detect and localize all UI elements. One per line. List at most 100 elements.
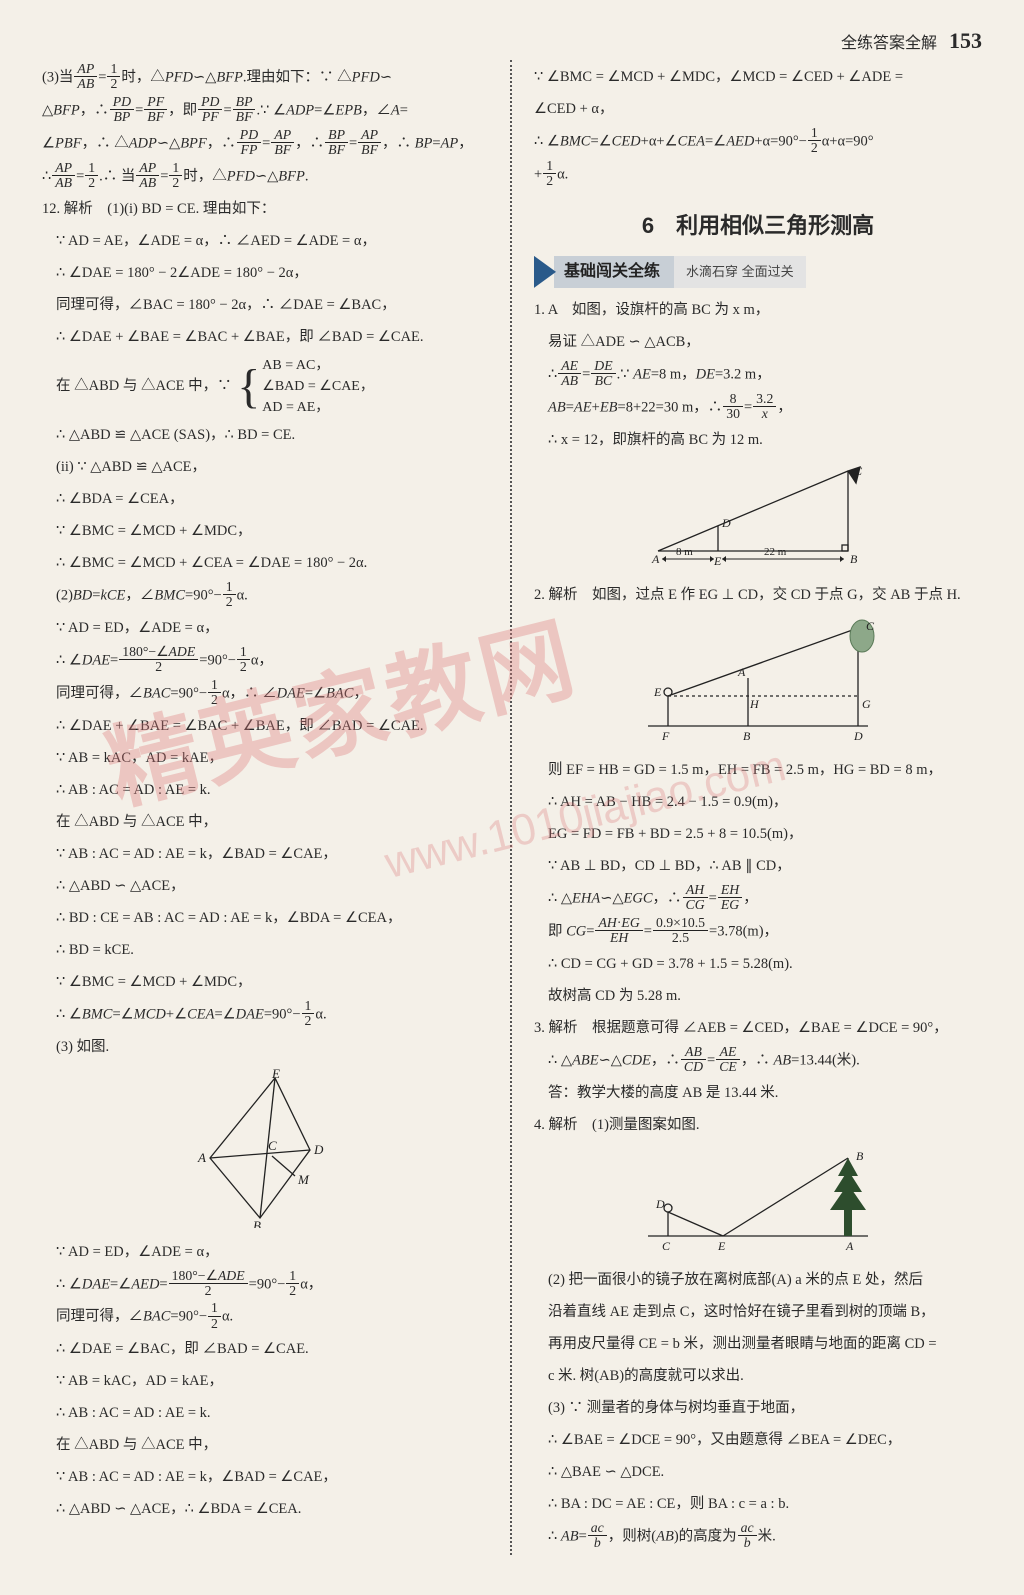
text-line: (ii) ∵ △ABD ≌ △ACE， [42,453,488,482]
text-line: ∴APAB=12.∴ 当APAB=12时，△PFD∽△BFP. [42,162,488,192]
text-line: ∴ AB : AC = AD : AE = k. [42,1399,488,1428]
text-line: (3)当APAB=12时，△PFD∽△BFP.理由如下：∵ △PFD∽ [42,63,488,93]
chevron-icon [534,256,556,288]
svg-text:M: M [297,1172,310,1187]
text-line: 易证 △ADE ∽ △ACB， [534,328,982,357]
text-line: ∴ △ABD ∽ △ACE，∴ ∠BDA = ∠CEA. [42,1495,488,1524]
page: 精英家教网 www.1010jiajiao.com 全练答案全解 153 (3)… [0,0,1024,1595]
text-line: ∵ AB : AC = AD : AE = k，∠BAD = ∠CAE， [42,1463,488,1492]
text-line: 同理可得，∠BAC = 180° − 2α，∴ ∠DAE = ∠BAC， [42,291,488,320]
text-line: ∴ BA : DC = AE : CE，则 BA : c = a : b. [534,1490,982,1519]
text-line: 在 △ABD 与 △ACE 中， [42,808,488,837]
text-line: 同理可得，∠BAC=90°−12α. [42,1302,488,1332]
text-line: (3) ∵ 测量者的身体与树均垂直于地面， [534,1394,982,1423]
text-line: ∠PBF，∴ △ADP∽△BPF，∴PDFP=APBF，∴BPBF=APBF，∴… [42,129,488,159]
text-line: ∴ CD = CG + GD = 3.78 + 1.5 = 5.28(m). [534,950,982,979]
text-line: ∠CED + α， [534,95,982,124]
text-line: ∴ ∠BDA = ∠CEA， [42,485,488,514]
q2-heading: 2. 解析 如图，过点 E 作 EG ⊥ CD，交 CD 于点 G，交 AB 于… [534,581,982,610]
text-line: ∵ AD = ED，∠ADE = α， [42,1238,488,1267]
brace-line: AD = AE， [262,397,374,418]
svg-text:22 m: 22 m [764,546,787,558]
text-line: ∴ BD : CE = AB : AC = AD : AE = k，∠BDA =… [42,904,488,933]
svg-text:F: F [661,729,670,743]
svg-text:C: C [662,1239,671,1253]
brace-line: AB = AC， [262,355,374,376]
text-line: 在 △ABD 与 △ACE 中， [42,1431,488,1460]
section-bar: 基础闯关全练 水滴石穿 全面过关 [534,256,982,288]
text-line: ∵ AB : AC = AD : AE = k，∠BAD = ∠CAE， [42,840,488,869]
text-line: 则 EF = HB = GD = 1.5 m，EH = FB = 2.5 m，H… [534,756,982,785]
svg-text:D: D [313,1142,324,1157]
svg-text:E: E [717,1239,726,1253]
svg-text:B: B [850,552,858,566]
page-number: 153 [949,28,982,54]
figure-q1: A E B C D 8 m 22 m [534,461,982,571]
svg-text:A: A [197,1150,206,1165]
text-line: ∴ x = 12，即旗杆的高 BC 为 12 m. [534,426,982,455]
text-line: ∴ ∠DAE = ∠BAC，即 ∠BAD = ∠CAE. [42,1335,488,1364]
svg-text:C: C [268,1138,277,1153]
svg-text:D: D [721,516,731,530]
text-line: ∴ △ABD ≌ △ACE (SAS)，∴ BD = CE. [42,421,488,450]
svg-text:C: C [866,619,875,633]
svg-text:E: E [713,554,722,568]
text-line: ∴ △ABE∽△CDE，∴ABCD=AECE，∴ AB=13.44(米). [534,1046,982,1076]
svg-text:C: C [854,464,863,478]
svg-text:B: B [743,729,751,743]
svg-text:D: D [853,729,863,743]
text-line: ∴ ∠DAE=∠AED=180°−∠ADE2=90°−12α， [42,1270,488,1300]
svg-text:E: E [653,685,662,699]
text-line: ∴ ∠DAE + ∠BAE = ∠BAC + ∠BAE，即 ∠BAD = ∠CA… [42,712,488,741]
text-line: 即 CG=AH·EGEH=0.9×10.52.5=3.78(m)， [534,917,982,947]
text-line: ∵ ∠BMC = ∠MCD + ∠MDC，∠MCD = ∠CED + ∠ADE … [534,63,982,92]
q4-heading: 4. 解析 (1)测量图案如图. [534,1111,982,1140]
text-line: ∴ ∠DAE=180°−∠ADE2=90°−12α， [42,646,488,676]
page-header: 全练答案全解 153 [42,28,982,54]
text-line: ∵ ∠BMC = ∠MCD + ∠MDC， [42,517,488,546]
text-line: +12α. [534,160,982,190]
svg-text:E: E [271,1068,280,1081]
text-line: ∴ △ABD ∽ △ACE， [42,872,488,901]
text-line: ∴ ∠DAE + ∠BAE = ∠BAC + ∠BAE，即 ∠BAD = ∠CA… [42,323,488,352]
figure-q2: F B D E A H G C [534,616,982,746]
text-line: 答：教学大楼的高度 AB 是 13.44 米. [534,1079,982,1108]
text-line: ∵ ∠BMC = ∠MCD + ∠MDC， [42,968,488,997]
text-line: ∵ AB = kAC，AD = kAE， [42,744,488,773]
svg-text:G: G [862,697,871,711]
svg-text:B: B [253,1218,261,1228]
text-line: ∵ AB ⊥ BD，CD ⊥ BD，∴ AB ∥ CD， [534,852,982,881]
text-line: 故树高 CD 为 5.28 m. [534,982,982,1011]
text-line: ∴ AB : AC = AD : AE = k. [42,776,488,805]
q1-heading: 1. A 如图，设旗杆的高 BC 为 x m， [534,296,982,325]
brace-group: { AB = AC， ∠BAD = ∠CAE， AD = AE， [235,355,374,418]
figure-q4: C E A D B [534,1146,982,1256]
text-line: ∴ AH = AB − HB = 2.4 − 1.5 = 0.9(m)， [534,788,982,817]
text-line: (2)BD=kCE，∠BMC=90°−12α. [42,581,488,611]
text-line: ∴ △BAE ∽ △DCE. [534,1458,982,1487]
text-line: EG = FD = FB + BD = 2.5 + 8 = 10.5(m)， [534,820,982,849]
two-column-layout: (3)当APAB=12时，△PFD∽△BFP.理由如下：∵ △PFD∽ △BFP… [42,60,982,1555]
svg-text:A: A [845,1239,854,1253]
q12-heading: 12. 解析 (1)(i) BD = CE. 理由如下： [42,195,488,224]
text-line: 再用皮尺量得 CE = b 米，测出测量者眼睛与地面的距离 CD = [534,1330,982,1359]
text-line: (3) 如图. [42,1033,488,1062]
text-line: (2) 把一面很小的镜子放在离树底部(A) a 米的点 E 处，然后 [534,1266,982,1295]
svg-text:8 m: 8 m [676,546,693,558]
text-line: AB=AE+EB=8+22=30 m，∴830=3.2x， [534,393,982,423]
text-line: ∵ AD = AE，∠ADE = α，∴ ∠AED = ∠ADE = α， [42,227,488,256]
right-column: ∵ ∠BMC = ∠MCD + ∠MDC，∠MCD = ∠CED + ∠ADE … [512,60,982,1555]
brace-line: ∠BAD = ∠CAE， [262,376,374,397]
svg-text:A: A [737,665,746,679]
text-line: ∵ AD = ED，∠ADE = α， [42,614,488,643]
text-line: ∴ △EHA∽△EGC，∴AHCG=EHEG， [534,884,982,914]
svg-text:A: A [651,552,660,566]
text-line: ∴AEAB=DEBC.∵ AE=8 m，DE=3.2 m， [534,360,982,390]
svg-text:B: B [856,1149,864,1163]
header-label: 全练答案全解 [841,29,937,53]
text-line: ∴ ∠DAE = 180° − 2∠ADE = 180° − 2α， [42,259,488,288]
text-line: 同理可得，∠BAC=90°−12α，∴ ∠DAE=∠BAC， [42,679,488,709]
text-line: ∴ AB=acb，则树(AB)的高度为acb米. [534,1522,982,1552]
text-line: ∴ ∠BMC=∠MCD+∠CEA=∠DAE=90°−12α. [42,1000,488,1030]
text-line: 沿着直线 AE 走到点 C，这时恰好在镜子里看到树的顶端 B， [534,1298,982,1327]
